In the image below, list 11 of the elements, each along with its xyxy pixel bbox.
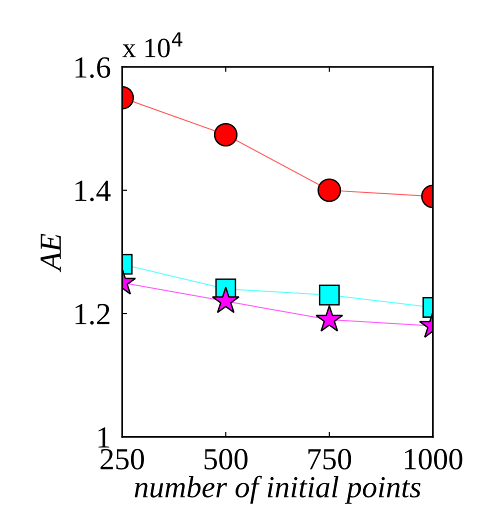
x-tick-label: 500 <box>204 448 248 470</box>
y-tick-label: 1.6 <box>76 57 110 78</box>
y-tick-label: 1 <box>98 427 110 448</box>
y-tick-label: 1.4 <box>76 180 111 202</box>
x-tick-label: 750 <box>308 448 352 470</box>
text: x 10$^{4}$ <box>122 32 182 58</box>
y-axis-title: AE <box>40 234 61 272</box>
x-tick-label: 250 <box>100 448 144 470</box>
x-tick-label: 1000 <box>405 448 462 470</box>
y-tick-label: 1.2 <box>76 304 110 325</box>
x-axis-title: number of initial points <box>134 476 420 504</box>
